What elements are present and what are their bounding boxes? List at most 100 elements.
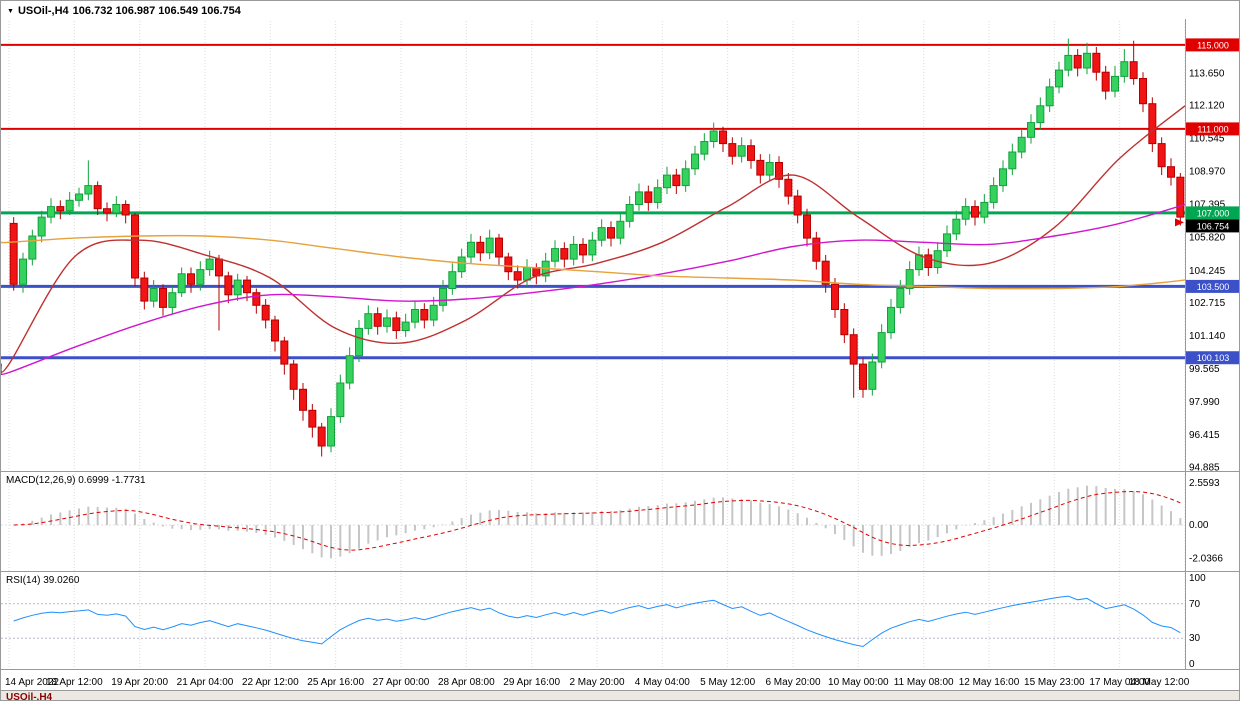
svg-text:96.415: 96.415 (1189, 430, 1220, 441)
svg-text:22 Apr 12:00: 22 Apr 12:00 (242, 677, 299, 688)
candle-body (112, 204, 121, 214)
candle-body (989, 185, 998, 203)
candle-body (457, 256, 466, 273)
svg-text:113.650: 113.650 (1189, 68, 1225, 79)
candle-body (523, 267, 531, 281)
candle-body (1017, 136, 1026, 153)
candle-body (588, 239, 597, 256)
svg-text:29 Apr 16:00: 29 Apr 16:00 (503, 677, 560, 688)
candle-body (1008, 151, 1017, 170)
candle-body (513, 271, 522, 281)
candle-body (56, 206, 65, 212)
price-axis[interactable]: 113.650 112.120 110.545 108.970 107.395 105.8… (1189, 68, 1226, 670)
candle-body (877, 332, 886, 363)
svg-text:99.565: 99.565 (1189, 364, 1220, 375)
candle-body (980, 201, 989, 218)
candle-body (700, 141, 709, 155)
svg-text:27 Apr 00:00: 27 Apr 00:00 (373, 677, 430, 688)
ma-orange-line (1, 234, 1185, 290)
rsi-panel (1, 595, 1185, 648)
svg-text:18 May 12:00: 18 May 12:00 (1129, 677, 1190, 688)
candle-body (765, 162, 774, 176)
candle-body (784, 178, 793, 197)
candle-body (635, 191, 643, 205)
candle-body (420, 309, 429, 321)
candle-body (728, 143, 737, 157)
svg-text:94.885: 94.885 (1189, 462, 1220, 473)
svg-text:112.120: 112.120 (1189, 100, 1225, 111)
svg-text:30: 30 (1189, 633, 1201, 644)
candle-body (607, 227, 615, 239)
candle-body (476, 241, 485, 254)
candle-body (168, 292, 177, 308)
candle-body (355, 327, 363, 357)
candle-body (616, 220, 625, 239)
svg-text:0: 0 (1189, 659, 1195, 670)
candle-body (439, 288, 447, 306)
candle-body (1157, 143, 1166, 168)
svg-text:18 Apr 12:00: 18 Apr 12:00 (46, 677, 103, 688)
candle-body (1148, 103, 1157, 145)
svg-text:14 Apr 2022: 14 Apr 2022 (5, 677, 59, 688)
candle-body (849, 334, 858, 365)
svg-text:107.395: 107.395 (1189, 200, 1226, 211)
chart-tab-bar[interactable]: USOil-,H4 (1, 690, 1239, 700)
candle-body (1092, 52, 1101, 73)
candle-body (280, 340, 289, 365)
candle-body (905, 269, 914, 290)
candle-body (373, 313, 382, 327)
candle-body (644, 191, 653, 203)
candle-body (653, 187, 662, 203)
candle-body (961, 206, 970, 220)
price-level-lines[interactable] (1, 43, 1185, 360)
svg-text:101.140: 101.140 (1189, 331, 1226, 342)
candle-body (364, 313, 373, 329)
svg-text:110.545: 110.545 (1189, 133, 1225, 144)
svg-text:19 Apr 20:00: 19 Apr 20:00 (111, 677, 168, 688)
candle-body (411, 309, 419, 323)
candle-body (747, 145, 755, 161)
candle-body (625, 204, 634, 222)
candle-body (737, 145, 746, 157)
candle-body (999, 168, 1007, 187)
candle-body (840, 309, 849, 336)
candle-body (1167, 166, 1175, 178)
svg-text:70: 70 (1189, 599, 1201, 610)
candle-body (859, 363, 867, 390)
svg-text:115.000: 115.000 (1197, 40, 1229, 50)
candle-body (597, 227, 606, 241)
chart-tab[interactable]: USOil-,H4 (6, 692, 53, 700)
candle-body (140, 277, 149, 302)
svg-text:102.715: 102.715 (1189, 298, 1226, 309)
svg-text:17 May 04:00: 17 May 04:00 (1089, 677, 1150, 688)
candle-body (1027, 122, 1035, 138)
candle-body (308, 409, 317, 428)
svg-text:105.820: 105.820 (1189, 233, 1226, 244)
candle-body (345, 355, 354, 384)
price-level-labels: 115.000 111.000 107.000 103.500 100.103 106.7… (1175, 38, 1239, 365)
candle-body (75, 193, 83, 201)
candle-body (868, 361, 877, 390)
candle-body (392, 317, 401, 331)
candle-body (467, 241, 475, 258)
candle-body (1139, 78, 1147, 105)
candle-body (1064, 54, 1073, 71)
candle-body (551, 248, 559, 262)
candle-body (831, 283, 839, 310)
candle-body (84, 185, 93, 195)
svg-text:11 May 08:00: 11 May 08:00 (894, 677, 954, 688)
candle-body (1120, 61, 1129, 77)
candle-body (149, 288, 158, 302)
candle-body (401, 321, 410, 332)
rsi-line (13, 595, 1181, 648)
svg-text:2.5593: 2.5593 (1189, 478, 1220, 489)
candle-body (383, 317, 391, 327)
svg-text:6 May 20:00: 6 May 20:00 (765, 677, 820, 688)
candle-body (1055, 69, 1063, 88)
candle-body (485, 237, 494, 254)
candle-body (1073, 54, 1082, 69)
candle-body (952, 218, 961, 235)
